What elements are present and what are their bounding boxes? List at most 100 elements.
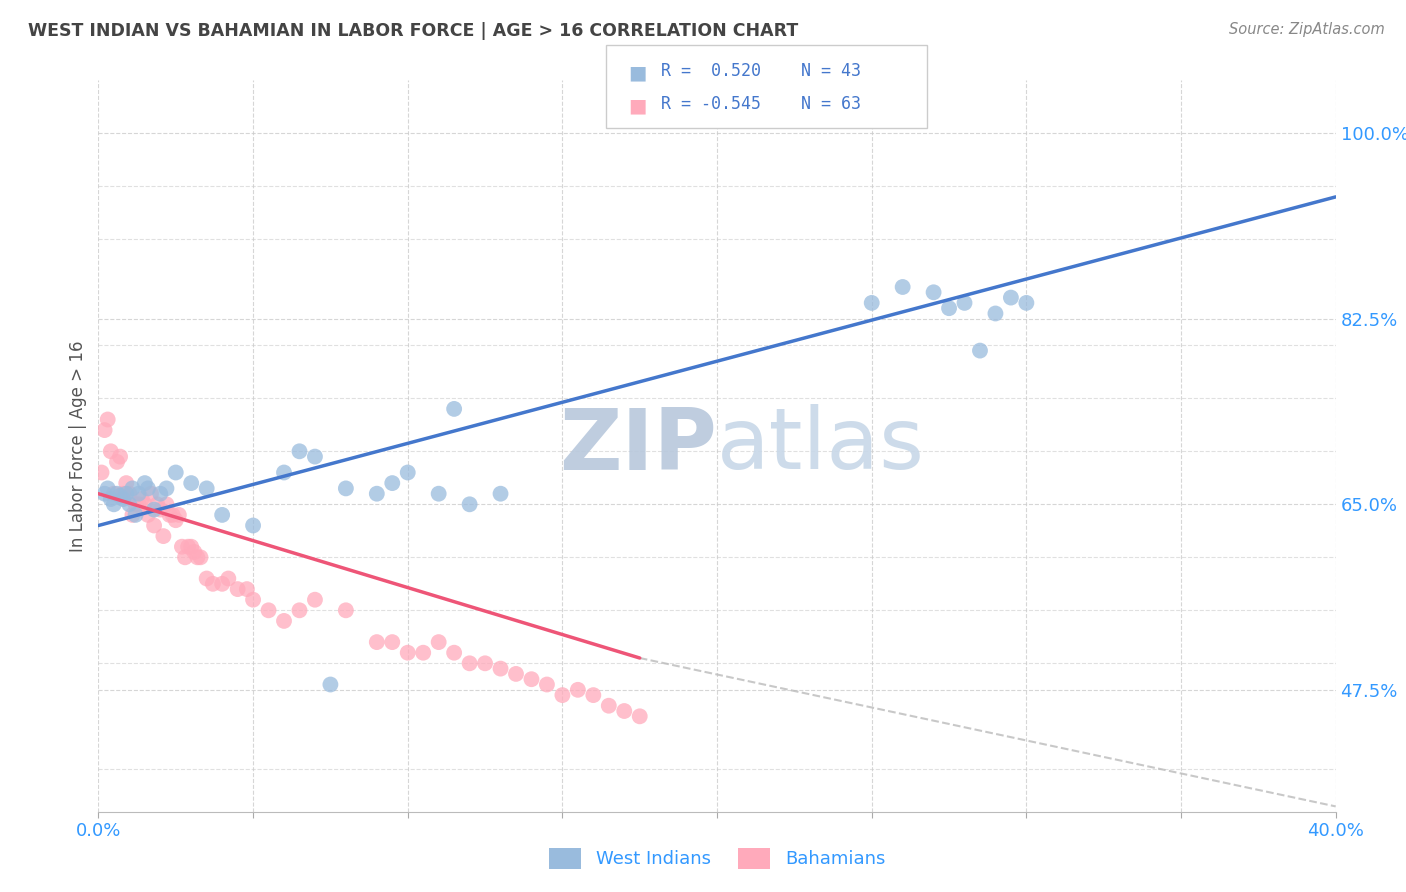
Text: R = -0.545    N = 63: R = -0.545 N = 63 (661, 95, 860, 112)
Point (551, 688, 574, 702)
Point (381, 476, 404, 491)
Point (174, 550, 197, 565)
Point (97, 482, 120, 496)
Point (108, 489, 131, 503)
Point (458, 657, 481, 671)
Point (100, 444, 122, 458)
Y-axis label: In Labor Force | Age > 16: In Labor Force | Age > 16 (69, 340, 87, 552)
Point (105, 455, 128, 469)
Point (288, 603, 311, 617)
Point (195, 482, 218, 496)
Point (938, 301, 960, 316)
Point (891, 280, 914, 294)
Point (180, 540, 202, 554)
Point (505, 667, 527, 681)
Text: atlas: atlas (717, 404, 925, 488)
Point (139, 486, 162, 500)
Point (121, 508, 143, 522)
Point (167, 508, 190, 522)
Point (201, 576, 224, 591)
Point (165, 513, 187, 527)
Point (335, 482, 357, 496)
Point (304, 450, 326, 464)
Point (112, 491, 135, 506)
Point (860, 296, 883, 310)
Point (396, 646, 419, 660)
Text: Source: ZipAtlas.com: Source: ZipAtlas.com (1229, 22, 1385, 37)
Point (427, 486, 450, 500)
Point (922, 285, 945, 300)
Point (100, 491, 122, 506)
Point (112, 486, 135, 500)
Point (474, 657, 496, 671)
Point (115, 486, 138, 500)
Point (124, 508, 146, 522)
Point (304, 592, 326, 607)
Point (458, 497, 481, 511)
Point (134, 476, 156, 491)
Point (396, 466, 419, 480)
Point (242, 592, 264, 607)
Point (162, 508, 184, 522)
Point (177, 540, 200, 554)
Point (118, 486, 141, 500)
Point (103, 486, 125, 500)
Point (146, 497, 169, 511)
Point (628, 709, 651, 723)
Point (180, 476, 202, 491)
Point (105, 486, 128, 500)
Legend: West Indians, Bahamians: West Indians, Bahamians (541, 840, 893, 876)
Point (288, 444, 311, 458)
Point (128, 497, 150, 511)
Point (257, 603, 280, 617)
Point (381, 635, 404, 649)
Text: ZIP: ZIP (560, 404, 717, 488)
Point (319, 677, 342, 691)
Point (273, 466, 295, 480)
Point (136, 482, 159, 496)
Point (226, 582, 249, 596)
Point (443, 401, 465, 416)
Point (159, 508, 181, 522)
Point (128, 486, 150, 500)
Point (136, 508, 159, 522)
Point (536, 677, 558, 691)
Point (211, 508, 233, 522)
Point (412, 646, 434, 660)
Point (1000, 291, 1022, 305)
Point (115, 476, 138, 491)
Point (366, 635, 388, 649)
Point (97, 412, 120, 426)
Text: R =  0.520    N = 43: R = 0.520 N = 43 (661, 62, 860, 79)
Point (152, 529, 174, 543)
Point (155, 497, 177, 511)
Point (335, 603, 357, 617)
Point (183, 545, 205, 559)
Point (149, 502, 172, 516)
Point (567, 682, 589, 697)
Point (443, 646, 465, 660)
Point (155, 482, 177, 496)
Point (143, 518, 166, 533)
Point (143, 502, 166, 516)
Point (489, 486, 512, 500)
Point (613, 704, 636, 718)
Text: WEST INDIAN VS BAHAMIAN IN LABOR FORCE | AGE > 16 CORRELATION CHART: WEST INDIAN VS BAHAMIAN IN LABOR FORCE |… (28, 22, 799, 40)
Point (103, 497, 125, 511)
Point (195, 572, 218, 586)
Point (217, 572, 239, 586)
Point (366, 486, 388, 500)
Point (90, 466, 112, 480)
Point (242, 518, 264, 533)
Point (93, 486, 115, 500)
Text: ■: ■ (628, 96, 647, 115)
Point (186, 550, 208, 565)
Point (131, 491, 153, 506)
Point (520, 672, 543, 686)
Point (134, 497, 156, 511)
Point (211, 576, 233, 591)
Point (236, 582, 259, 596)
Point (149, 486, 172, 500)
Point (427, 635, 450, 649)
Point (108, 450, 131, 464)
